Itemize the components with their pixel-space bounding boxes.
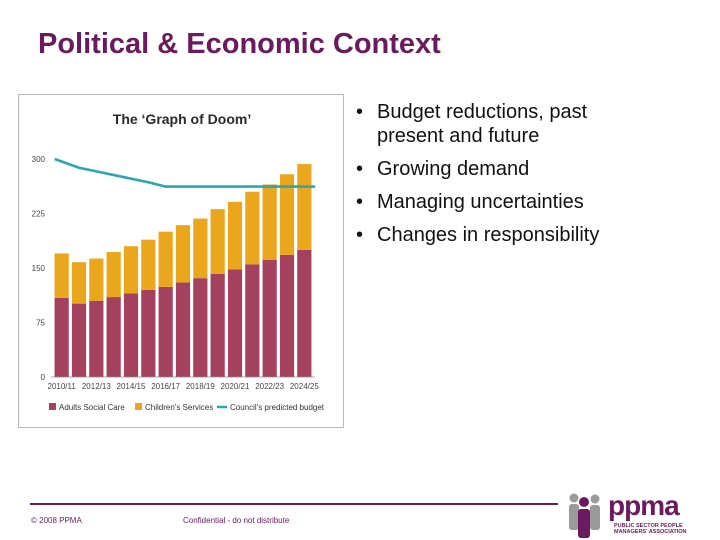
footer-confidential: Confidential - do not distribute	[183, 516, 290, 525]
y-tick-label: 300	[32, 155, 46, 164]
bar-adults-social-care-2023/24	[279, 254, 295, 377]
bar-children-s-services-2016/17	[158, 231, 173, 287]
legend-item: Children's Services	[135, 403, 213, 412]
x-tick-label: 2016/17	[151, 382, 180, 391]
bar-adults-social-care-2018/19	[193, 278, 208, 377]
bar-children-s-services-2017/18	[175, 225, 191, 283]
bullet-item: • Growing demand	[352, 157, 652, 181]
legend-swatch	[135, 403, 142, 410]
chart-panel: The ‘Graph of Doom’ 0 75 150 225 300 2010/11 2…	[18, 94, 344, 428]
legend-item: Council's predicted budget	[217, 403, 325, 412]
bullet-text: Changes in responsibility	[377, 224, 600, 246]
bar-adults-social-care-2017/18	[175, 282, 191, 377]
logo-tagline-line1: PUBLIC SECTOR PEOPLE	[614, 523, 683, 529]
bar-adults-social-care-2021/22	[245, 264, 260, 377]
bar-children-s-services-2023/24	[279, 174, 295, 255]
graph-of-doom-chart: The ‘Graph of Doom’ 0 75 150 225 300 2010/11 2…	[32, 111, 325, 412]
bar-adults-social-care-2011/12	[71, 303, 87, 377]
bar-children-s-services-2021/22	[245, 191, 260, 265]
x-tick-label: 2018/19	[186, 382, 215, 391]
line-councils-predicted-budget	[54, 157, 315, 188]
bar-children-s-services-2013/14	[106, 252, 121, 298]
legend-label: Council's predicted budget	[230, 403, 325, 412]
y-tick-label: 75	[36, 319, 45, 328]
ppma-logo: ppma PUBLIC SECTOR PEOPLE MANAGERS' ASSO…	[560, 490, 720, 540]
bullet-item: • Managing uncertainties	[352, 190, 652, 214]
bar-adults-social-care-2014/15	[123, 293, 139, 377]
x-tick-label: 2024/25	[290, 382, 319, 391]
bar-children-s-services-2024/25	[297, 164, 312, 250]
y-tick-label: 225	[32, 210, 46, 219]
logo-tagline: PUBLIC SECTOR PEOPLE MANAGERS' ASSOCIATI…	[614, 523, 687, 535]
bar-children-s-services-2022/23	[262, 184, 277, 260]
y-tick-label: 150	[32, 264, 46, 273]
bar-children-s-services-2011/12	[71, 262, 87, 304]
x-tick-label: 2012/13	[82, 382, 111, 391]
bar-adults-social-care-2024/25	[297, 249, 312, 377]
bar-adults-social-care-2019/20	[210, 273, 225, 377]
bar-children-s-services-2020/21	[227, 201, 243, 270]
bar-adults-social-care-2013/14	[106, 297, 121, 377]
legend-item: Adults Social Care	[49, 403, 125, 412]
legend-swatch	[49, 403, 56, 410]
y-tick-label: 0	[41, 373, 46, 382]
logo-wordmark: ppma	[608, 490, 680, 521]
bar-children-s-services-2015/16	[141, 239, 156, 290]
footer-copyright: © 2008 PPMA	[31, 516, 82, 525]
bullet-marker: •	[356, 191, 364, 213]
logo-tagline-line2: MANAGERS' ASSOCIATION	[614, 529, 687, 535]
bullet-marker: •	[356, 158, 364, 180]
x-tick-label: 2010/11	[48, 382, 77, 391]
bar-adults-social-care-2020/21	[227, 269, 243, 377]
chart-title: The ‘Graph of Doom’	[113, 111, 251, 127]
bullet-text: Managing uncertainties	[377, 191, 584, 213]
x-tick-label: 2022/23	[255, 382, 284, 391]
people-icon	[569, 493, 600, 538]
bar-adults-social-care-2022/23	[262, 260, 277, 377]
bullet-item: • Changes in responsibility	[352, 223, 652, 247]
bar-adults-social-care-2010/11	[54, 297, 69, 377]
bar-adults-social-care-2012/13	[89, 300, 104, 377]
footer-divider	[30, 503, 558, 505]
bullet-item: • Budget reductions, past present and fut…	[352, 100, 652, 148]
legend-label: Children's Services	[145, 403, 213, 412]
bar-children-s-services-2010/11	[54, 253, 69, 298]
bar-adults-social-care-2016/17	[158, 286, 173, 377]
legend-label: Adults Social Care	[59, 403, 125, 412]
bullet-list: • Budget reductions, past present and fut…	[352, 100, 652, 256]
bullet-text: Budget reductions, past present and futu…	[377, 101, 588, 147]
bar-children-s-services-2014/15	[123, 246, 139, 294]
x-tick-label: 2020/21	[221, 382, 250, 391]
bar-adults-social-care-2015/16	[141, 289, 156, 377]
slide-title: Political & Economic Context	[38, 28, 441, 60]
bar-children-s-services-2012/13	[89, 258, 104, 301]
bar-children-s-services-2018/19	[193, 218, 208, 279]
x-tick-label: 2014/15	[117, 382, 146, 391]
bullet-marker: •	[356, 224, 364, 246]
bullet-marker: •	[356, 101, 364, 123]
bar-children-s-services-2019/20	[210, 209, 225, 274]
bullet-text: Growing demand	[377, 158, 530, 180]
